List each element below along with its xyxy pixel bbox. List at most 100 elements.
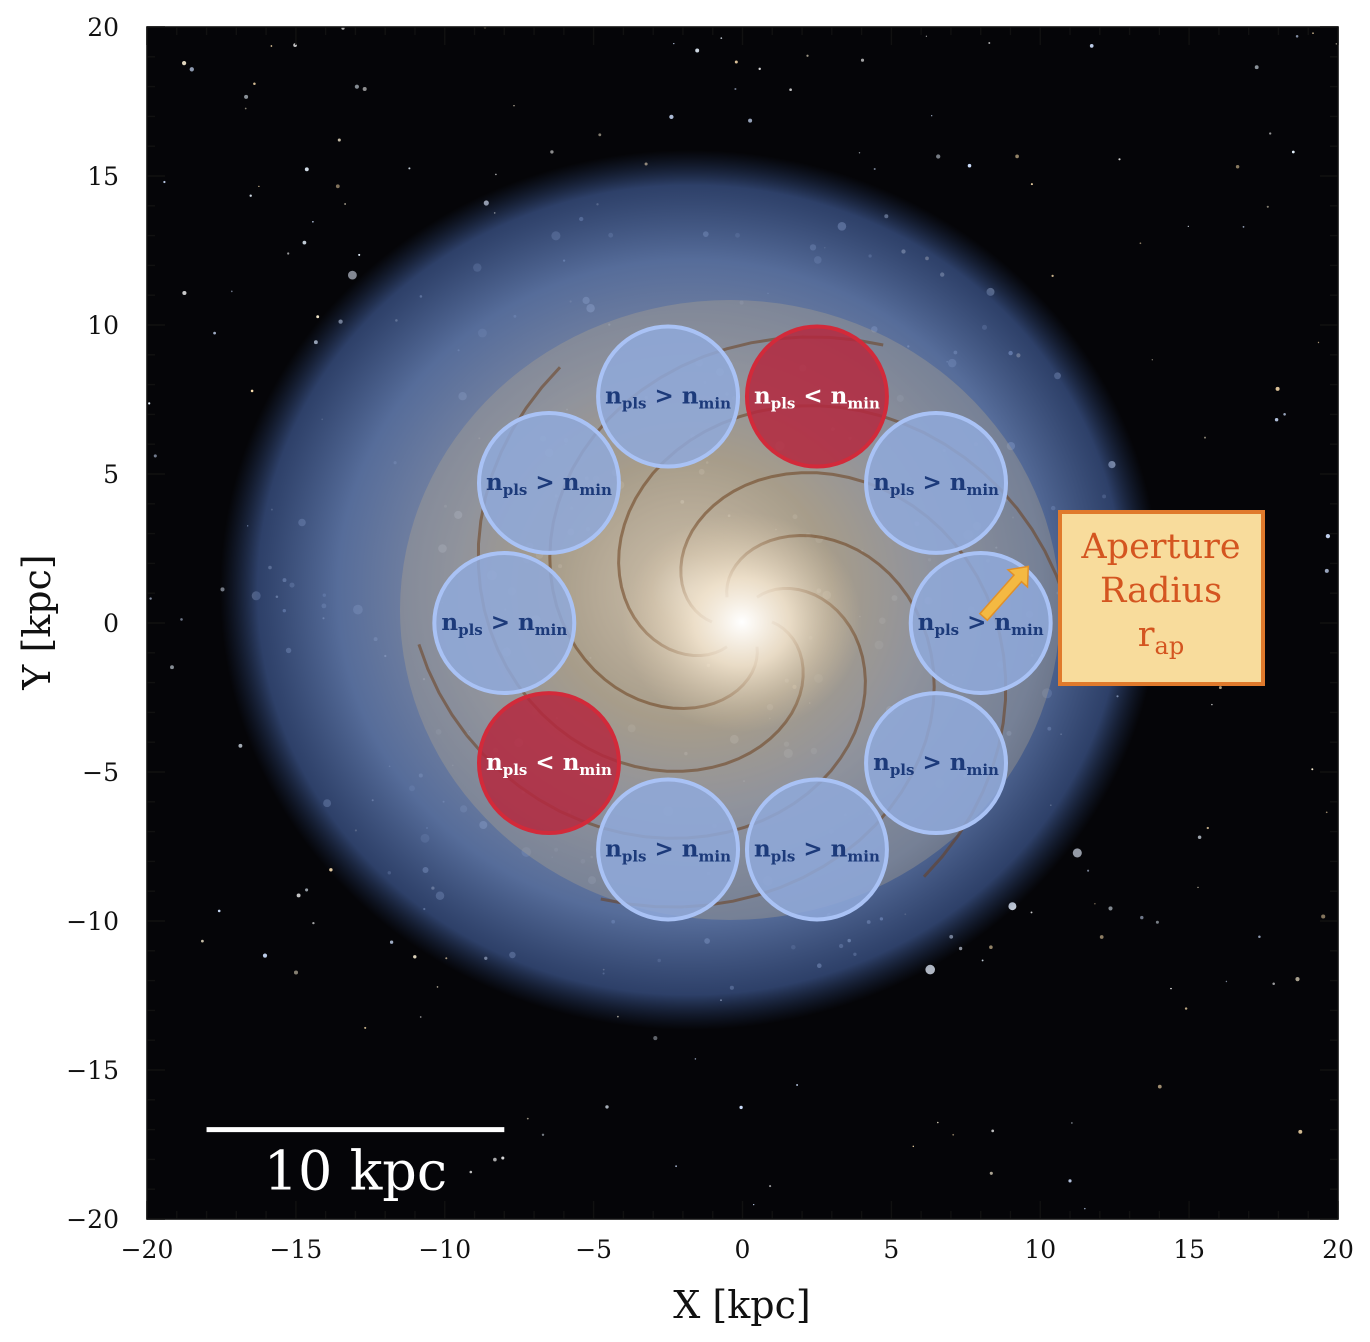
star <box>1071 1122 1073 1124</box>
x-tick-label: −5 <box>575 1235 612 1264</box>
aperture-condition-label: npls > nmin <box>605 835 731 865</box>
star <box>1218 686 1222 690</box>
star <box>258 185 260 188</box>
star <box>1269 132 1272 135</box>
star <box>238 743 243 748</box>
aperture-circle <box>864 410 1009 555</box>
star <box>249 194 252 197</box>
annotation-line1: Aperture <box>1080 527 1240 567</box>
star <box>1197 835 1202 840</box>
star <box>1170 987 1172 990</box>
y-tick-label: 0 <box>103 609 119 638</box>
star <box>748 118 753 123</box>
aperture-circle <box>744 324 889 469</box>
star <box>1325 811 1328 814</box>
star <box>673 42 675 45</box>
aperture-condition-label: npls < nmin <box>754 383 880 413</box>
star <box>389 940 394 944</box>
aperture-circles: npls > nmin npls < nmin npls > nmin npls > … <box>432 324 1053 922</box>
star <box>734 87 737 91</box>
star <box>436 986 439 988</box>
aperture-fail: npls < nmin <box>744 324 889 469</box>
aperture-pass: npls > nmin <box>596 324 741 469</box>
annotation-symbol: rap <box>1138 615 1184 660</box>
x-tick-label: 20 <box>1322 1235 1354 1264</box>
star <box>1317 341 1320 344</box>
y-tick-label: −10 <box>66 907 119 936</box>
star <box>952 1133 955 1136</box>
aperture-condition-label: npls < nmin <box>486 749 612 779</box>
star <box>335 184 340 189</box>
star <box>1321 914 1326 919</box>
star <box>180 618 183 621</box>
star <box>1274 417 1279 422</box>
x-tick-label: 15 <box>1173 1235 1205 1264</box>
star <box>270 45 273 47</box>
star <box>753 1203 755 1206</box>
x-tick-label: 10 <box>1024 1235 1056 1264</box>
star <box>1187 225 1189 227</box>
star <box>860 58 865 62</box>
star <box>1266 205 1269 208</box>
star <box>296 893 301 898</box>
aperture-circle <box>596 324 741 469</box>
y-tick-labels: −20 −15 −10 −5 0 5 10 15 20 <box>66 13 119 1234</box>
annotation-box <box>1058 510 1265 686</box>
star <box>337 138 341 142</box>
star <box>739 1105 743 1110</box>
star <box>1325 533 1331 539</box>
star <box>319 1185 322 1187</box>
aperture-condition-label: npls > nmin <box>873 749 999 779</box>
aperture-condition-label: npls > nmin <box>754 835 880 865</box>
star <box>1030 183 1033 186</box>
star <box>1108 906 1113 911</box>
star-clump <box>653 1036 658 1041</box>
aperture-pass: npls > nmin <box>908 551 1053 695</box>
star <box>501 1156 505 1160</box>
star <box>1275 386 1280 391</box>
aperture-pass: npls > nmin <box>596 777 741 922</box>
star <box>769 1185 772 1188</box>
star <box>912 1145 915 1148</box>
x-tick-label: −20 <box>121 1235 174 1264</box>
star <box>550 150 554 154</box>
star <box>1283 413 1286 416</box>
star <box>182 61 187 66</box>
star <box>302 240 307 245</box>
star <box>344 203 346 205</box>
star <box>293 970 299 975</box>
star <box>217 909 221 913</box>
axis-ticks <box>146 26 1339 1220</box>
star <box>695 48 700 53</box>
star <box>1139 242 1142 245</box>
star <box>1118 158 1121 161</box>
aperture-condition-label: npls > nmin <box>873 469 999 499</box>
star <box>493 1157 497 1162</box>
star <box>1184 1007 1188 1010</box>
star <box>287 252 290 255</box>
star <box>873 167 876 171</box>
star <box>991 1129 995 1133</box>
star <box>316 315 320 319</box>
star <box>153 454 157 458</box>
x-tick-label: 5 <box>883 1235 899 1264</box>
star <box>189 67 194 72</box>
star <box>170 665 174 670</box>
star <box>605 1105 609 1109</box>
star <box>250 389 254 393</box>
star <box>1157 1084 1162 1089</box>
aperture-circle <box>744 777 889 922</box>
star <box>1087 869 1090 872</box>
star <box>931 115 933 117</box>
star <box>541 1133 545 1137</box>
aperture-condition-label: npls > nmin <box>441 609 567 639</box>
star <box>937 1121 939 1124</box>
star <box>1311 768 1314 771</box>
star <box>526 1117 529 1120</box>
star <box>1298 1129 1303 1134</box>
aperture-pass: npls > nmin <box>744 777 889 922</box>
star <box>1151 359 1153 361</box>
star <box>734 60 738 64</box>
aperture-radius-arrow <box>978 565 1030 622</box>
scale-bar: 10 kpc <box>206 1127 505 1203</box>
